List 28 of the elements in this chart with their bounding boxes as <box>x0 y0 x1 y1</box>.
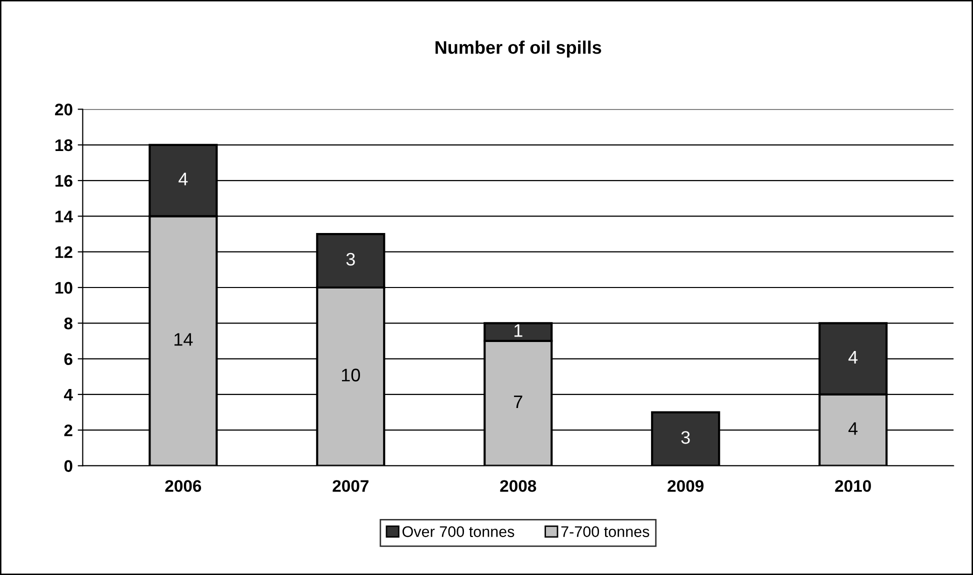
data-label: 4 <box>848 351 858 364</box>
y-tick-label: 8 <box>64 318 72 330</box>
data-label: 1 <box>514 324 522 337</box>
data-label: 3 <box>681 431 690 444</box>
chart-title: Number of oil spills <box>436 40 602 58</box>
x-tick-label: 2007 <box>332 480 368 492</box>
y-tick-label: 18 <box>55 139 72 152</box>
y-tick-label: 16 <box>55 174 72 187</box>
data-label: 3 <box>346 252 355 266</box>
data-label: 10 <box>342 368 360 382</box>
legend-label: 7-700 tonnes <box>561 526 650 538</box>
y-tick-label: 0 <box>64 460 72 472</box>
data-label: 14 <box>174 333 193 346</box>
y-tick-label: 4 <box>64 389 73 400</box>
data-label: 4 <box>848 422 858 435</box>
y-tick-label: 12 <box>55 246 72 258</box>
legend-label: Over 700 tonnes <box>402 526 514 538</box>
data-label: 4 <box>178 172 188 186</box>
y-tick-label: 6 <box>64 353 72 366</box>
y-tick-label: 20 <box>55 104 72 116</box>
x-tick-label: 2008 <box>500 480 536 492</box>
data-label: 7 <box>514 396 522 408</box>
x-tick-label: 2006 <box>165 480 202 492</box>
y-tick-label: 14 <box>55 210 73 222</box>
y-tick-label: 10 <box>55 282 72 294</box>
y-tick-label: 2 <box>64 424 72 436</box>
x-tick-label: 2010 <box>835 480 871 492</box>
x-tick-label: 2009 <box>668 480 704 492</box>
